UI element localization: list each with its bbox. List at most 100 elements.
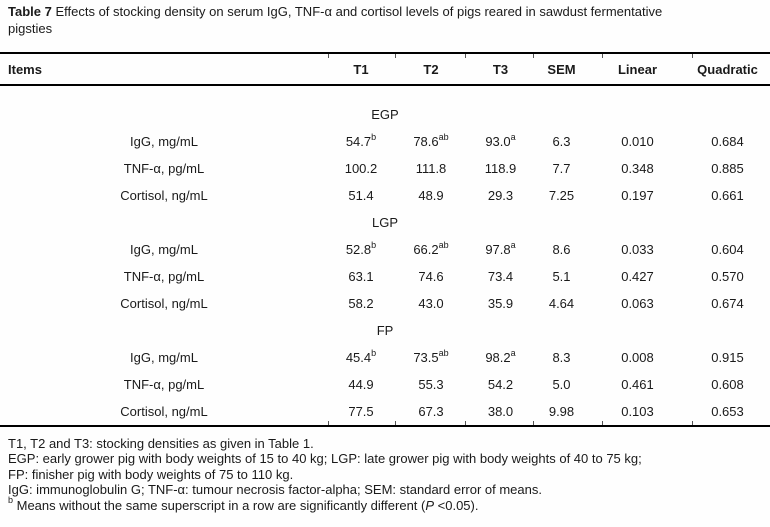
column-tick [328, 54, 329, 58]
footnote-text: P [425, 497, 435, 513]
value-cell: 38.0 [487, 404, 514, 419]
table-row: IgG, mg/mL 52.8b 66.2ab 97.8a 8.6 0.033 0.604 [0, 236, 770, 263]
table-number: Table 7 [8, 4, 52, 19]
value-cell: 9.98 [548, 404, 575, 419]
column-header-sem: SEM [547, 61, 576, 77]
value-cell: 52.8b [345, 239, 377, 257]
footnote-line: FP: finisher pig with body weights of 75… [8, 467, 766, 482]
section-row-lgp: LGP [0, 209, 770, 236]
table-row: IgG, mg/mL 54.7b 78.6ab 93.0a 6.3 0.010 0.684 [0, 128, 770, 155]
item-label: Cortisol, ng/mL [120, 404, 208, 419]
value-cell: 0.653 [711, 404, 744, 419]
footnote-text: <0.05). [434, 497, 479, 513]
column-tick [533, 54, 534, 58]
superscript: ab [438, 239, 449, 250]
value-cell: 7.25 [548, 188, 575, 203]
value-cell: 0.010 [621, 134, 654, 149]
value-cell: 43.0 [418, 296, 444, 311]
value-cell: 0.348 [621, 161, 654, 176]
value-cell: 5.0 [552, 377, 571, 392]
superscript: ab [438, 347, 449, 358]
value-cell: 0.915 [711, 350, 744, 365]
column-header-t1: T1 [353, 61, 369, 77]
column-tick [465, 54, 466, 58]
table-row: TNF-α, pg/mL 44.9 55.3 54.2 5.0 0.461 0.608 [0, 371, 770, 398]
value-cell: 66.2ab [413, 239, 449, 257]
value-cell: 6.3 [552, 134, 571, 149]
table-row: Cortisol, ng/mL 58.2 43.0 35.9 4.64 0.063 0.67… [0, 290, 770, 317]
value-cell: 67.3 [418, 404, 444, 419]
value-cell: 73.4 [487, 269, 514, 284]
value-cell: 74.6 [418, 269, 444, 284]
value-cell: 0.427 [621, 269, 654, 284]
column-header-quadratic: Quadratic [697, 61, 758, 77]
table-caption-text: Effects of stocking density on serum IgG… [8, 4, 663, 36]
table-row: Cortisol, ng/mL 77.5 67.3 38.0 9.98 0.103 0.65… [0, 398, 770, 426]
value-cell: 93.0a [485, 131, 516, 149]
value-cell: 0.008 [621, 350, 654, 365]
value-cell: 97.8a [485, 239, 516, 257]
section-row-egp: EGP [0, 101, 770, 128]
value-cell: 7.7 [552, 161, 571, 176]
section-label: EGP [371, 107, 399, 122]
superscript: ab [438, 131, 449, 142]
value-cell: 0.063 [621, 296, 654, 311]
value-cell: 0.674 [711, 296, 744, 311]
value-cell: 45.4b [345, 347, 377, 365]
footnote-line: b Means without the same superscript in … [8, 495, 766, 513]
item-label: IgG, mg/mL [130, 242, 198, 257]
footnote-text: Means without the same superscript in a … [13, 497, 426, 513]
value-cell: 8.6 [552, 242, 571, 257]
results-table: Items T1 T2 T3 SEM Linear Quadratic EGP IgG, mg… [0, 52, 770, 427]
value-cell: 0.661 [711, 188, 744, 203]
value-cell: 29.3 [487, 188, 514, 203]
table-row: IgG, mg/mL 45.4b 73.5ab 98.2a 8.3 0.008 0.915 [0, 344, 770, 371]
value-cell: 54.7b [345, 131, 377, 149]
section-label: FP [376, 323, 394, 338]
table-row: TNF-α, pg/mL 63.1 74.6 73.4 5.1 0.427 0.570 [0, 263, 770, 290]
item-label: TNF-α, pg/mL [123, 161, 205, 176]
footnote-line: IgG: immunoglobulin G; TNF-α: tumour nec… [8, 482, 766, 497]
value-cell: 118.9 [484, 161, 517, 176]
value-cell: 48.9 [418, 188, 444, 203]
value-cell: 0.570 [711, 269, 744, 284]
table-caption: Table 7 Effects of stocking density on s… [8, 3, 695, 37]
superscript: a [510, 239, 516, 250]
footnote-text: EGP: early grower pig with body weights … [8, 451, 642, 467]
value-cell: 77.5 [348, 404, 374, 419]
value-cell: 0.608 [711, 377, 744, 392]
footnote-line: T1, T2 and T3: stocking densities as giv… [8, 436, 766, 451]
value-cell: 0.103 [621, 404, 654, 419]
value-cell: 44.9 [348, 377, 374, 392]
footnote-text: T1, T2 and T3: stocking densities as giv… [8, 436, 314, 451]
superscript: a [510, 347, 516, 358]
value-cell: 54.2 [487, 377, 514, 392]
value-cell: 55.3 [418, 377, 444, 392]
value-cell: 78.6ab [413, 131, 449, 149]
value-cell: 51.4 [348, 188, 374, 203]
column-header-t3: T3 [492, 61, 509, 77]
column-tick [395, 421, 396, 425]
value-cell: 100.2 [344, 161, 378, 176]
footnote-text: FP: finisher pig with body weights of 75… [8, 466, 294, 482]
value-cell: 4.64 [548, 296, 575, 311]
column-tick [692, 421, 693, 425]
table-header-row: Items T1 T2 T3 SEM Linear Quadratic [0, 53, 770, 85]
superscript: a [510, 131, 516, 142]
item-label: Cortisol, ng/mL [120, 188, 208, 203]
footnote-superscript: b [8, 495, 14, 506]
section-row-fp: FP [0, 317, 770, 344]
table-row: Cortisol, ng/mL 51.4 48.9 29.3 7.25 0.197 0.66… [0, 182, 770, 209]
section-label: LGP [371, 215, 398, 230]
value-cell: 0.604 [711, 242, 744, 257]
item-label: IgG, mg/mL [130, 350, 198, 365]
column-header-items: Items [8, 61, 42, 77]
spacer-row [0, 85, 770, 101]
value-cell: 0.033 [621, 242, 654, 257]
value-cell: 58.2 [348, 296, 374, 311]
column-tick [602, 421, 603, 425]
column-tick [465, 421, 466, 425]
item-label: TNF-α, pg/mL [123, 269, 205, 284]
table-footnotes: T1, T2 and T3: stocking densities as giv… [8, 436, 766, 513]
